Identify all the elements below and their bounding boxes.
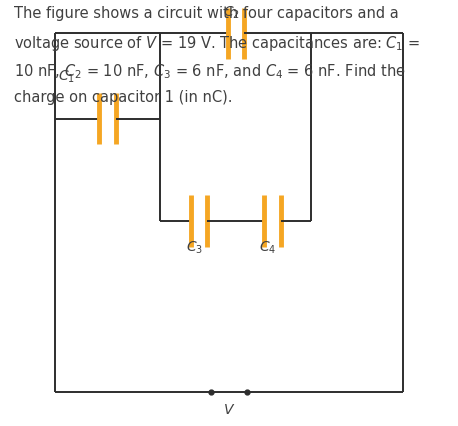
Text: $C_4$: $C_4$: [259, 239, 277, 255]
Text: $V$: $V$: [223, 402, 235, 416]
Text: 10 nF, $C_2$ = 10 nF, $C_3$ = 6 nF, and $C_4$ = 6 nF. Find the: 10 nF, $C_2$ = 10 nF, $C_3$ = 6 nF, and …: [14, 62, 405, 81]
Text: charge on capacitor 1 (in nC).: charge on capacitor 1 (in nC).: [14, 89, 232, 104]
Text: $C_2$: $C_2$: [223, 5, 240, 21]
Text: The figure shows a circuit with four capacitors and a: The figure shows a circuit with four cap…: [14, 6, 398, 21]
Text: voltage source of $V$ = 19 V. The capacitances are: $C_1$ =: voltage source of $V$ = 19 V. The capaci…: [14, 34, 420, 53]
Text: $C_3$: $C_3$: [186, 239, 203, 255]
Text: $C_1$: $C_1$: [58, 69, 75, 85]
